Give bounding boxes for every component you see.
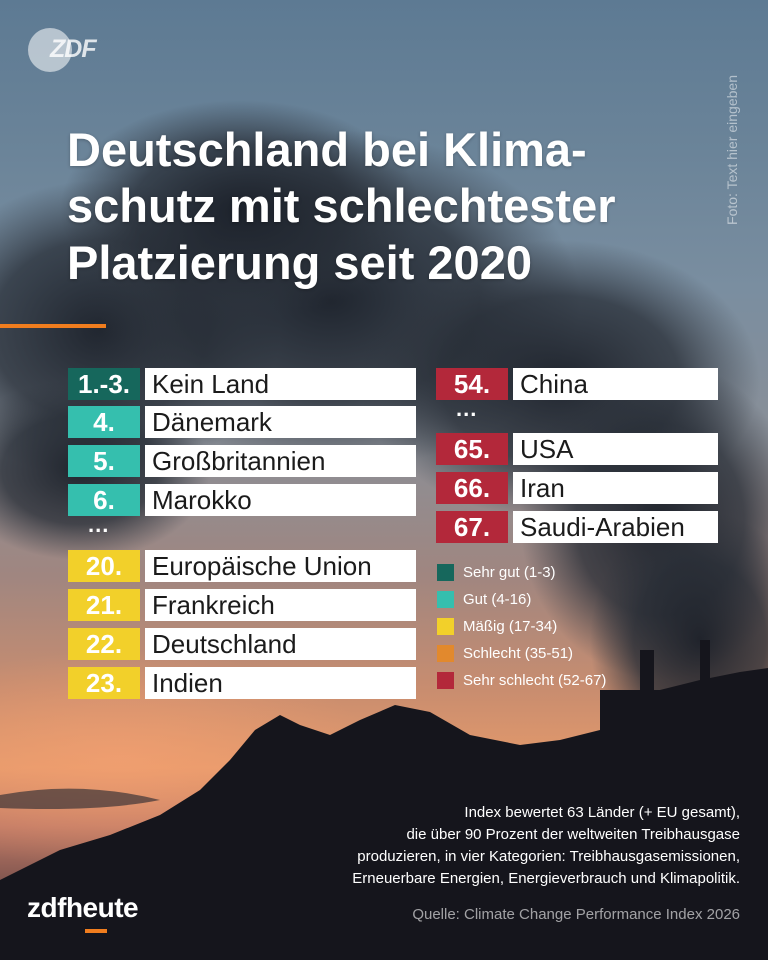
country-name: Iran — [513, 472, 718, 504]
methodology-note: Index bewertet 63 Länder (+ EU gesamt), … — [220, 802, 740, 890]
rank-badge: 20. — [68, 550, 140, 582]
rank-badge: 67. — [436, 511, 508, 543]
zdfheute-logo: zdfheute — [27, 892, 197, 936]
rank-badge: 21. — [68, 589, 140, 621]
ellipsis: ... — [456, 396, 478, 421]
headline-line: Deutschland bei Klima- — [67, 123, 587, 176]
legend-swatch — [437, 618, 454, 635]
legend-label: Schlecht (35-51) — [463, 645, 574, 662]
note-line: Erneuerbare Energien, Energieverbrauch u… — [352, 870, 740, 887]
rank-badge: 54. — [436, 368, 508, 400]
note-line: Index bewertet 63 Länder (+ EU gesamt), — [464, 804, 740, 821]
note-line: die über 90 Prozent der weltweiten Treib… — [406, 826, 740, 843]
rank-badge: 66. — [436, 472, 508, 504]
country-name: Deutschland — [145, 628, 416, 660]
ellipsis: ... — [88, 512, 110, 537]
country-name: Marokko — [145, 484, 416, 516]
legend-swatch — [437, 591, 454, 608]
country-name: Frankreich — [145, 589, 416, 621]
source-text: Quelle: Climate Change Performance Index… — [412, 906, 740, 923]
headline: Deutschland bei Klima- schutz mit schlec… — [67, 122, 707, 291]
rank-badge: 1.-3. — [68, 368, 140, 400]
country-name: Großbritannien — [145, 445, 416, 477]
country-name: Saudi-Arabien — [513, 511, 718, 543]
photo-credit: Foto: Text hier eingeben — [724, 75, 740, 225]
rank-badge: 6. — [68, 484, 140, 516]
legend-label: Mäßig (17-34) — [463, 618, 558, 635]
legend-swatch — [437, 645, 454, 662]
rank-badge: 22. — [68, 628, 140, 660]
headline-line: Platzierung seit 2020 — [67, 235, 532, 289]
country-name: Europäische Union — [145, 550, 416, 582]
country-name: China — [513, 368, 718, 400]
legend-label: Sehr gut (1-3) — [463, 564, 556, 581]
accent-line — [0, 324, 106, 328]
rank-badge: 23. — [68, 667, 140, 699]
country-name: Kein Land — [145, 368, 416, 400]
legend-label: Gut (4-16) — [463, 591, 532, 608]
country-name: USA — [513, 433, 718, 465]
rank-badge: 65. — [436, 433, 508, 465]
zdf-logo: ZDF — [28, 28, 106, 72]
rank-badge: 4. — [68, 406, 140, 438]
country-name: Indien — [145, 667, 416, 699]
logo-underline — [85, 929, 107, 933]
legend-swatch — [437, 672, 454, 689]
legend-swatch — [437, 564, 454, 581]
headline-line: schutz mit schlechtester — [67, 179, 616, 233]
country-name: Dänemark — [145, 406, 416, 438]
logo-prefix: zdf — [27, 892, 66, 923]
legend-label: Sehr schlecht (52-67) — [463, 672, 607, 689]
note-line: produzieren, in vier Kategorien: Treibha… — [357, 848, 740, 865]
rank-badge: 5. — [68, 445, 140, 477]
logo-suffix: heute — [65, 892, 139, 923]
